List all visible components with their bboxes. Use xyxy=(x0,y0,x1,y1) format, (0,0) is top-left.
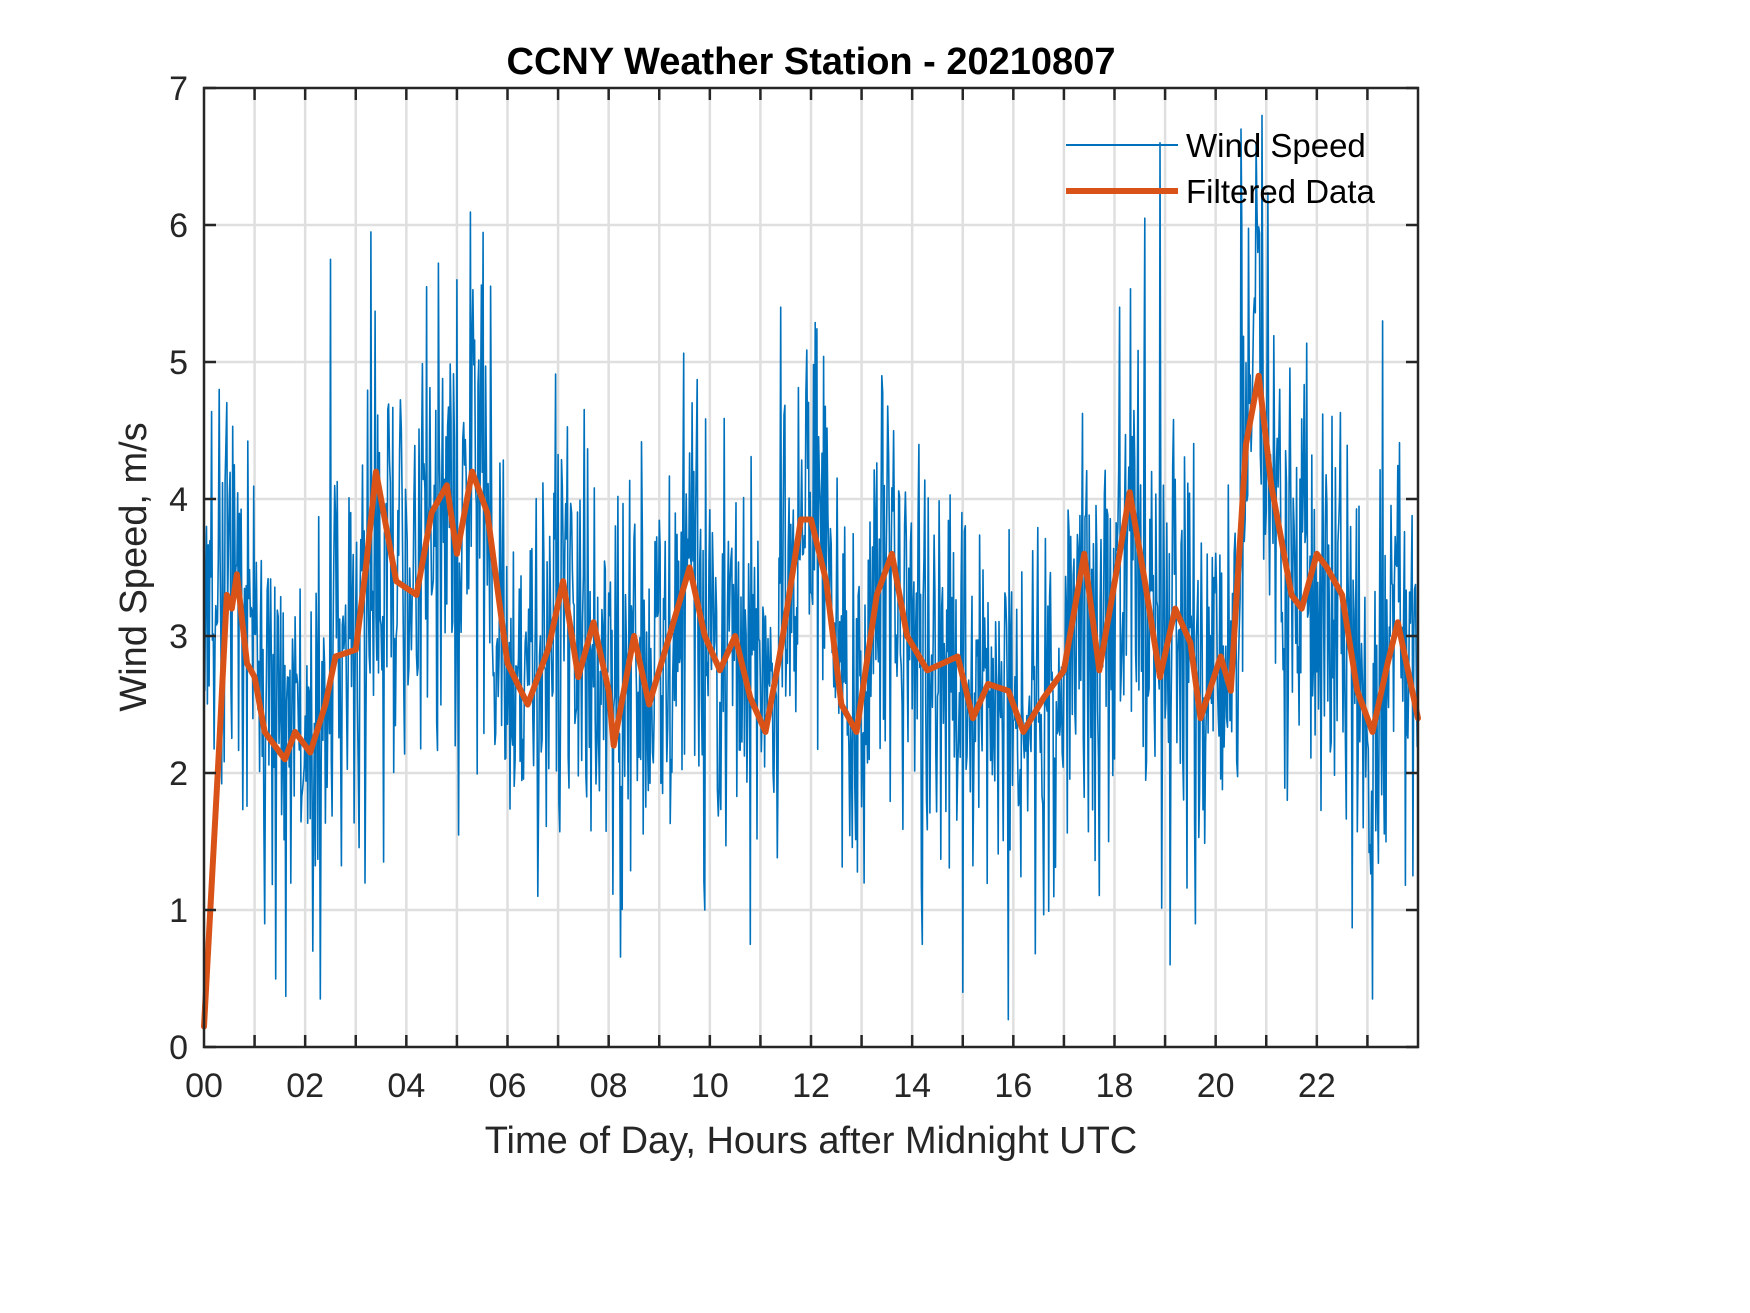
x-tick-labels: 00 02 04 06 08 10 12 14 16 18 20 22 xyxy=(185,1067,1336,1105)
x-tick-label: 12 xyxy=(792,1067,830,1105)
x-tick-label: 00 xyxy=(185,1067,223,1105)
plot-area xyxy=(201,86,1421,1049)
x-tick-label: 06 xyxy=(489,1067,527,1105)
y-tick-label: 2 xyxy=(169,755,188,793)
y-tick-label: 5 xyxy=(169,344,188,382)
chart-title: CCNY Weather Station - 20210807 xyxy=(507,41,1116,83)
y-tick-label: 4 xyxy=(169,481,188,519)
x-tick-label: 02 xyxy=(286,1067,324,1105)
y-tick-label: 0 xyxy=(169,1029,188,1067)
y-axis-label: Wind Speed, m/s xyxy=(113,422,155,711)
x-tick-label: 04 xyxy=(387,1067,425,1105)
x-tick-label: 14 xyxy=(893,1067,931,1105)
wind-speed-line xyxy=(203,114,1419,1021)
x-tick-label: 20 xyxy=(1197,1067,1235,1105)
x-tick-label: 10 xyxy=(691,1067,729,1105)
axis-ticks xyxy=(204,86,1418,1049)
filtered-data-line xyxy=(201,372,1421,1030)
y-tick-labels: 0 1 2 3 4 5 6 7 xyxy=(169,70,188,1067)
x-axis-label: Time of Day, Hours after Midnight UTC xyxy=(485,1120,1138,1162)
y-tick-label: 3 xyxy=(169,618,188,656)
y-tick-label: 1 xyxy=(169,892,188,930)
legend: Wind Speed Filtered Data xyxy=(1066,127,1376,210)
series-wind-speed xyxy=(203,114,1419,1021)
series-filtered-data xyxy=(201,372,1421,1030)
x-tick-label: 08 xyxy=(590,1067,628,1105)
legend-label-wind-speed: Wind Speed xyxy=(1186,127,1366,164)
x-tick-label: 16 xyxy=(994,1067,1032,1105)
y-tick-label: 6 xyxy=(169,207,188,245)
y-tick-label: 7 xyxy=(169,70,188,108)
x-tick-label: 18 xyxy=(1096,1067,1134,1105)
legend-label-filtered-data: Filtered Data xyxy=(1186,173,1376,210)
x-tick-label: 22 xyxy=(1298,1067,1336,1105)
